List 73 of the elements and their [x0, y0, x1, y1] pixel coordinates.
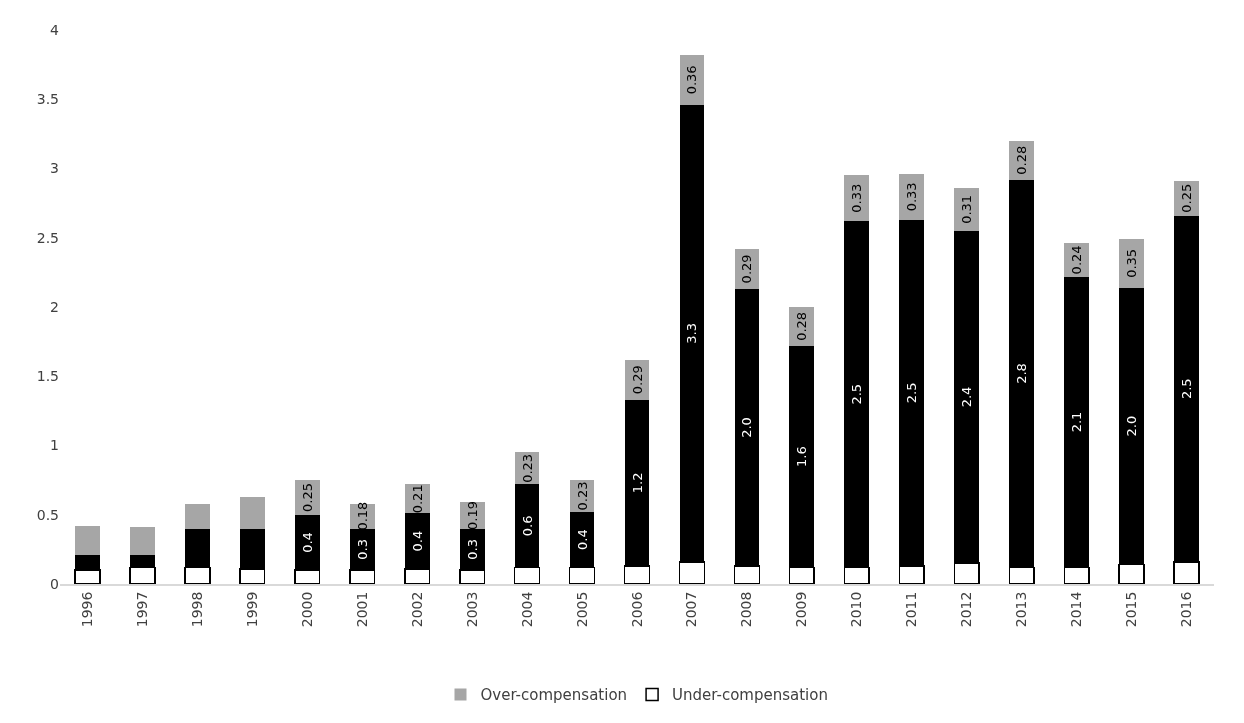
data-label: 0.23: [574, 481, 590, 511]
data-label: 0.25: [1179, 183, 1195, 213]
x-tick-label: 2007: [683, 591, 700, 628]
data-label: 0.29: [629, 365, 645, 395]
x-tick-label: 1999: [243, 591, 260, 628]
data-label: 0.25: [299, 482, 315, 512]
y-tick-label: 4: [50, 21, 60, 38]
data-label: 0.4: [299, 532, 315, 553]
data-label: 2.8: [1014, 363, 1030, 384]
data-label: 0.33: [904, 182, 920, 212]
x-tick-label: 2014: [1068, 591, 1085, 628]
data-label: 0.29: [739, 254, 755, 284]
data-label: 0.23: [519, 453, 535, 483]
x-tick-label: 2008: [738, 591, 755, 628]
data-label: 0.28: [794, 311, 810, 341]
y-tick-label: 0.5: [36, 506, 59, 523]
data-label: 1.6: [794, 446, 810, 467]
data-label: 2.5: [904, 382, 920, 404]
data-label: 2.4: [959, 386, 975, 408]
x-tick-label: 1998: [188, 591, 205, 628]
x-tick-label: 2009: [793, 591, 810, 628]
y-tick-label: 2.5: [36, 229, 59, 246]
data-label: 2.5: [1179, 378, 1195, 400]
data-label: 2.0: [739, 417, 755, 438]
y-tick-label: 2: [50, 298, 59, 315]
x-tick-label: 2015: [1123, 591, 1140, 628]
data-label: 0.4: [409, 530, 425, 552]
bar: [130, 527, 155, 555]
data-label: 0.18: [354, 501, 370, 531]
legend-label: Over-compensation: [480, 686, 628, 705]
bar: [185, 503, 210, 529]
bar: [1119, 239, 1144, 288]
x-tick-label: 1996: [79, 591, 96, 628]
y-tick-label: 1: [50, 437, 59, 454]
data-label: 0.31: [959, 194, 975, 224]
bar: [844, 175, 870, 222]
x-tick-label: 2002: [408, 591, 425, 628]
x-tick-label: 2006: [628, 591, 645, 628]
data-label: 0.6: [519, 515, 535, 537]
data-label: 0.36: [684, 65, 700, 95]
data-label: 0.3: [464, 539, 480, 560]
legend-label: Under-compensation: [672, 686, 828, 705]
y-tick-label: 1.5: [36, 368, 59, 385]
x-tick-label: 2003: [463, 591, 480, 628]
data-label: 2.1: [1069, 411, 1085, 433]
data-label: 2.0: [1124, 415, 1140, 437]
data-label: 0.3: [354, 539, 370, 560]
data-label: 0.28: [1014, 145, 1030, 175]
x-tick-label: 1997: [133, 591, 150, 628]
x-tick-label: 2000: [298, 591, 315, 628]
x-tick-label: 2013: [1013, 591, 1030, 628]
data-label: 0.19: [464, 500, 480, 530]
x-tick-label: 2001: [353, 591, 370, 628]
data-label: 0.4: [574, 529, 590, 551]
x-tick-label: 2011: [903, 591, 920, 628]
bar: [75, 525, 100, 555]
data-label: 3.3: [684, 322, 700, 344]
data-label: 0.24: [1069, 245, 1085, 275]
bar: [954, 187, 980, 231]
x-tick-label: 2004: [518, 591, 535, 628]
y-tick-label: 0: [50, 575, 59, 592]
data-label: 2.5: [849, 383, 865, 405]
data-label: 0.33: [849, 183, 865, 213]
x-tick-label: 2005: [573, 591, 590, 628]
bar: [239, 496, 265, 529]
data-label: 1.2: [629, 472, 645, 494]
data-label: 0.21: [409, 484, 425, 514]
data-label: 0.35: [1124, 248, 1140, 278]
y-tick-label: 3.5: [36, 91, 59, 108]
y-tick-label: 3: [50, 160, 59, 177]
x-tick-label: 2016: [1178, 591, 1195, 628]
x-tick-label: 2010: [848, 591, 865, 628]
x-tick-label: 2012: [958, 591, 975, 628]
